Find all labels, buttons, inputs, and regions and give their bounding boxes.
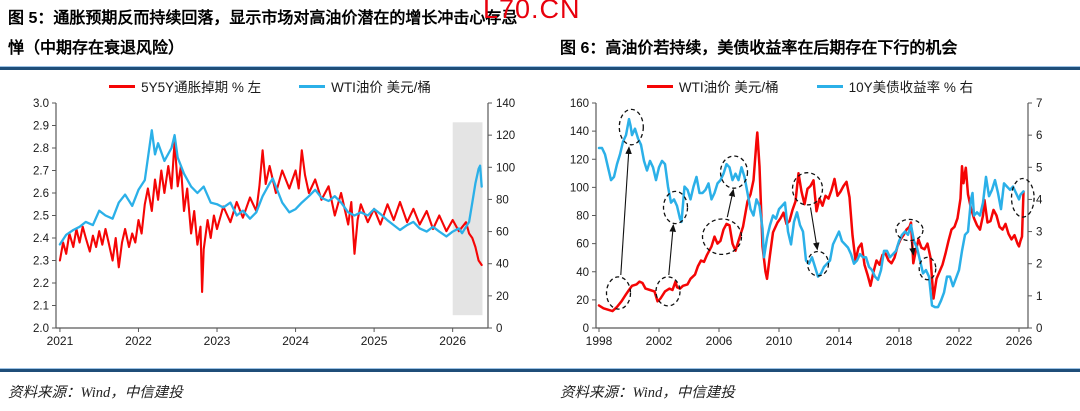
figure5-panel: 5Y5Y通胀掉期 % 左 WTI油价 美元/桶 2.0 2.1 2.2 2.3 2.4 2.… — [0, 76, 540, 354]
svg-text:140: 140 — [570, 126, 589, 138]
svg-text:2024: 2024 — [282, 334, 309, 348]
svg-text:140: 140 — [496, 98, 515, 110]
svg-text:2.6: 2.6 — [33, 188, 49, 200]
svg-text:20: 20 — [496, 291, 509, 303]
figure5-legend: 5Y5Y通胀掉期 % 左 WTI油价 美元/桶 — [0, 76, 540, 96]
svg-text:20: 20 — [576, 295, 589, 307]
svg-text:80: 80 — [576, 211, 589, 223]
legend-item: WTI油价 美元/桶 — [646, 76, 779, 96]
svg-text:0: 0 — [583, 323, 589, 335]
svg-text:2: 2 — [1036, 259, 1042, 271]
legend-label: 5Y5Y通胀掉期 % 左 — [141, 80, 262, 95]
svg-text:2014: 2014 — [826, 334, 853, 348]
fig6-svg: 0 20 40 60 80 100 120 140 160 0 1 2 3 4 5 6 7 1998 2002 200… — [570, 98, 1043, 348]
svg-text:100: 100 — [570, 182, 589, 194]
legend-item: WTI油价 美元/桶 — [299, 76, 431, 96]
svg-text:2.1: 2.1 — [33, 301, 49, 313]
footer-row: 资料来源：Wind，中信建投 资料来源：Wind，中信建投 — [0, 372, 1080, 402]
legend-label: WTI油价 美元/桶 — [331, 80, 431, 95]
svg-text:2.3: 2.3 — [33, 256, 49, 268]
svg-text:60: 60 — [576, 239, 589, 251]
svg-text:2018: 2018 — [886, 334, 913, 348]
figure5-chart: 2.0 2.1 2.2 2.3 2.4 2.5 2.6 2.7 2.8 2.9 3.0 0 20 40 60… — [0, 96, 538, 354]
svg-text:2.7: 2.7 — [33, 166, 49, 178]
svg-text:2010: 2010 — [766, 334, 793, 348]
legend-swatch — [816, 84, 843, 88]
svg-text:40: 40 — [496, 259, 509, 271]
svg-text:3.0: 3.0 — [33, 98, 49, 110]
figure6-panel: WTI油价 美元/桶 10Y美债收益率 % 右 0 20 40 60 80 100 120 14… — [540, 76, 1080, 354]
svg-text:3: 3 — [1036, 227, 1042, 239]
svg-text:1: 1 — [1036, 291, 1042, 303]
legend-swatch — [299, 84, 326, 88]
svg-text:100: 100 — [496, 162, 515, 174]
figure5-source: 资料来源：Wind，中信建投 — [8, 385, 183, 401]
header: 图 5：通胀预期反而持续回落，显示市场对高油价潜在的增长冲击心存忌惮（中期存在衰… — [0, 0, 1080, 66]
charts-row: 5Y5Y通胀掉期 % 左 WTI油价 美元/桶 2.0 2.1 2.2 2.3 2.4 2.… — [0, 76, 1080, 354]
figure6-legend: WTI油价 美元/桶 10Y美债收益率 % 右 — [540, 76, 1080, 96]
svg-text:2.9: 2.9 — [33, 121, 49, 133]
watermark: L70.CN — [483, 0, 581, 24]
legend-item: 5Y5Y通胀掉期 % 左 — [109, 76, 261, 96]
svg-text:2022: 2022 — [946, 334, 973, 348]
figure6-title: 图 6：高油价若持续，美债收益率在后期存在下行的机会 — [560, 40, 958, 57]
svg-text:5: 5 — [1036, 162, 1042, 174]
legend-label: 10Y美债收益率 % 右 — [848, 80, 974, 95]
svg-text:0: 0 — [1036, 323, 1042, 335]
footer-divider — [0, 368, 1080, 372]
figure6-source: 资料来源：Wind，中信建投 — [560, 385, 735, 401]
fig5-svg: 2.0 2.1 2.2 2.3 2.4 2.5 2.6 2.7 2.8 2.9 3.0 0 20 40 60… — [33, 98, 515, 348]
legend-swatch — [109, 84, 136, 88]
svg-text:2021: 2021 — [47, 334, 74, 348]
svg-text:60: 60 — [496, 227, 509, 239]
legend-label: WTI油价 美元/桶 — [678, 80, 779, 95]
legend-swatch — [646, 84, 673, 88]
svg-text:2023: 2023 — [204, 334, 231, 348]
title-divider — [0, 66, 1080, 70]
svg-text:2026: 2026 — [439, 334, 466, 348]
svg-text:6: 6 — [1036, 130, 1042, 142]
svg-text:1998: 1998 — [586, 334, 613, 348]
figure5-title: 图 5：通胀预期反而持续回落，显示市场对高油价潜在的增长冲击心存忌惮（中期存在衰… — [8, 10, 518, 57]
svg-text:7: 7 — [1036, 98, 1042, 110]
svg-text:40: 40 — [576, 267, 589, 279]
svg-text:2.5: 2.5 — [33, 211, 49, 223]
svg-text:120: 120 — [570, 154, 589, 166]
svg-text:2022: 2022 — [125, 334, 152, 348]
svg-text:2025: 2025 — [361, 334, 388, 348]
svg-text:2002: 2002 — [646, 334, 673, 348]
svg-text:80: 80 — [496, 194, 509, 206]
figure6-chart: 0 20 40 60 80 100 120 140 160 0 1 2 3 4 5 6 7 1998 2002 200… — [540, 96, 1078, 354]
svg-text:2.0: 2.0 — [33, 323, 49, 335]
svg-text:2026: 2026 — [1006, 334, 1033, 348]
svg-text:4: 4 — [1036, 194, 1043, 206]
legend-item: 10Y美债收益率 % 右 — [816, 76, 974, 96]
svg-text:120: 120 — [496, 130, 515, 142]
svg-text:2.8: 2.8 — [33, 143, 49, 155]
svg-text:0: 0 — [496, 323, 502, 335]
svg-text:2.4: 2.4 — [33, 233, 50, 245]
svg-text:2.2: 2.2 — [33, 278, 49, 290]
svg-text:160: 160 — [570, 98, 589, 110]
svg-text:2006: 2006 — [706, 334, 733, 348]
